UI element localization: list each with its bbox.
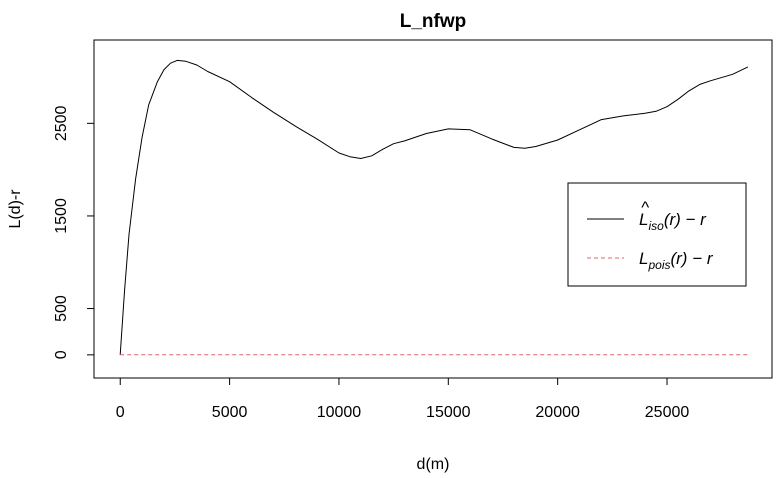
- y-tick-label: 2500: [53, 105, 70, 141]
- y-axis-title: L(d)-r: [7, 189, 24, 229]
- y-axis: 0 500 1500 2500: [53, 105, 95, 359]
- series-line-0: [119, 59, 749, 355]
- legend-hat-0: ^: [641, 198, 650, 217]
- x-tick-label: 20000: [535, 404, 580, 421]
- x-tick-label: 15000: [426, 404, 471, 421]
- y-tick-label: 500: [53, 295, 70, 322]
- x-tick-label: 10000: [317, 404, 362, 421]
- series-layer: [119, 59, 749, 356]
- x-tick-label: 5000: [212, 404, 248, 421]
- y-tick-label: 0: [53, 350, 70, 359]
- x-axis: 0 5000 10000 15000 20000 25000: [116, 377, 690, 421]
- legend-label-0: Liso(r) − r: [639, 210, 707, 233]
- y-tick-label: 1500: [53, 198, 70, 234]
- legend: Liso(r) − r^ Lpois(r) − r: [567, 182, 747, 287]
- x-axis-title: d(m): [417, 456, 450, 473]
- legend-box: [567, 182, 747, 287]
- chart-title: L_nfwp: [400, 11, 467, 32]
- x-tick-label: 0: [116, 404, 125, 421]
- legend-label-1: Lpois(r) − r: [639, 249, 714, 272]
- x-tick-label: 25000: [645, 404, 690, 421]
